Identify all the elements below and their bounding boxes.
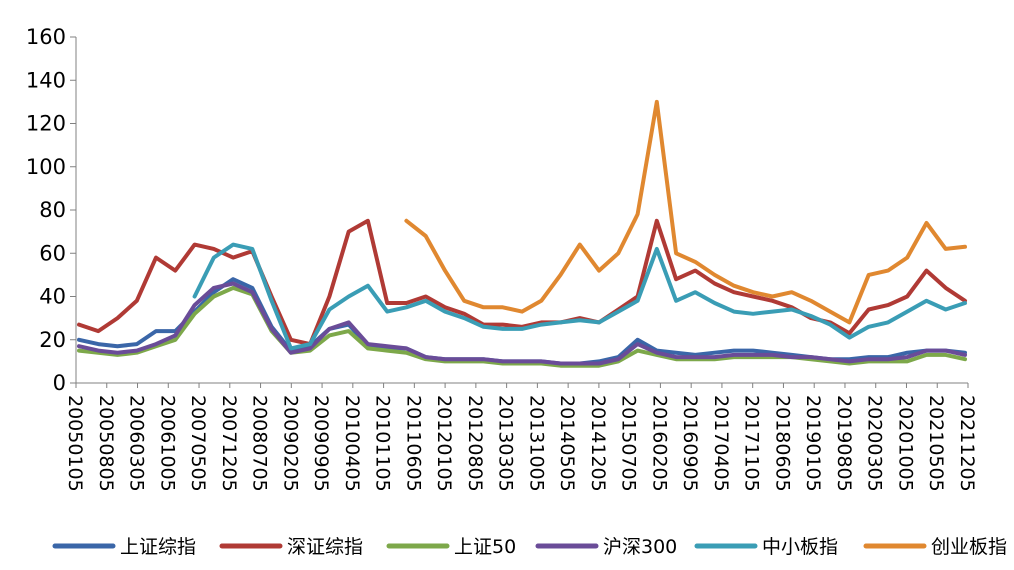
legend-label: 深证综指: [287, 536, 363, 558]
x-tick-label: 20100405: [341, 395, 363, 492]
series-layer: [77, 99, 967, 368]
x-tick-label: 20211205: [956, 395, 978, 492]
x-tick-label: 20071205: [218, 395, 240, 492]
x-tick-label: 20070505: [187, 395, 209, 492]
x-tick-label: 20190805: [833, 395, 855, 492]
x-tick-label: 20180605: [771, 395, 793, 492]
legend-label: 上证50: [454, 536, 516, 558]
x-tick-label: 20200305: [864, 395, 886, 492]
x-tick-label: 20160205: [648, 395, 670, 492]
legend-label: 中小板指: [762, 536, 838, 558]
x-tick-label: 20101105: [372, 395, 394, 492]
x-tick-label: 20060305: [126, 395, 148, 492]
x-tick-label: 20120805: [464, 395, 486, 492]
y-tick-label: 100: [26, 155, 66, 179]
series-line-2: [77, 285, 967, 368]
x-tick-label: 20090205: [279, 395, 301, 492]
y-tick-label: 160: [26, 25, 66, 49]
legend-label: 创业板指: [931, 536, 1007, 558]
y-tick-label: 40: [39, 285, 66, 309]
x-tick-label: 20061005: [156, 395, 178, 492]
legend-label: 上证综指: [120, 536, 196, 558]
x-tick-label: 20160905: [679, 395, 701, 492]
x-tick-label: 20140505: [556, 395, 578, 492]
legend-label: 沪深300: [603, 536, 677, 558]
x-tick-label: 20131005: [525, 395, 547, 492]
y-tick-label: 0: [53, 371, 66, 395]
x-tick-label: 20170405: [710, 395, 732, 492]
x-tick-label: 20141205: [587, 395, 609, 492]
y-tick-label: 140: [26, 68, 66, 92]
x-tick-label: 20190105: [802, 395, 824, 492]
x-tick-label: 20150705: [618, 395, 640, 492]
x-tick-label: 20050105: [64, 395, 86, 492]
x-tick-label: 20090905: [310, 395, 332, 492]
x-tick-label: 20120105: [433, 395, 455, 492]
y-tick-label: 80: [39, 198, 66, 222]
series-line-3: [77, 281, 967, 366]
x-tick-label: 20201005: [894, 395, 916, 492]
series-line-5: [404, 99, 967, 325]
axes: [75, 37, 968, 384]
x-tick-label: 20130305: [495, 395, 517, 492]
series-line-4: [192, 242, 967, 351]
x-tick-label: 20050805: [95, 395, 117, 492]
y-tick-label: 20: [39, 328, 66, 352]
x-tick-label: 20171105: [741, 395, 763, 492]
legend: 上证综指 深证综指 上证50 沪深300 中小板指 创业板指: [52, 536, 1007, 558]
y-tick-label: 60: [39, 241, 66, 265]
y-tick-label: 120: [26, 112, 66, 136]
x-axis-ticks: 20050105 20050805 20060305 20061005 20070505…: [64, 383, 978, 492]
y-axis-ticks: 0 20 40 60 80 100 120 140 160: [26, 25, 76, 395]
x-tick-label: 20210505: [925, 395, 947, 492]
x-tick-label: 20110605: [402, 395, 424, 492]
x-tick-label: 20080705: [249, 395, 271, 492]
